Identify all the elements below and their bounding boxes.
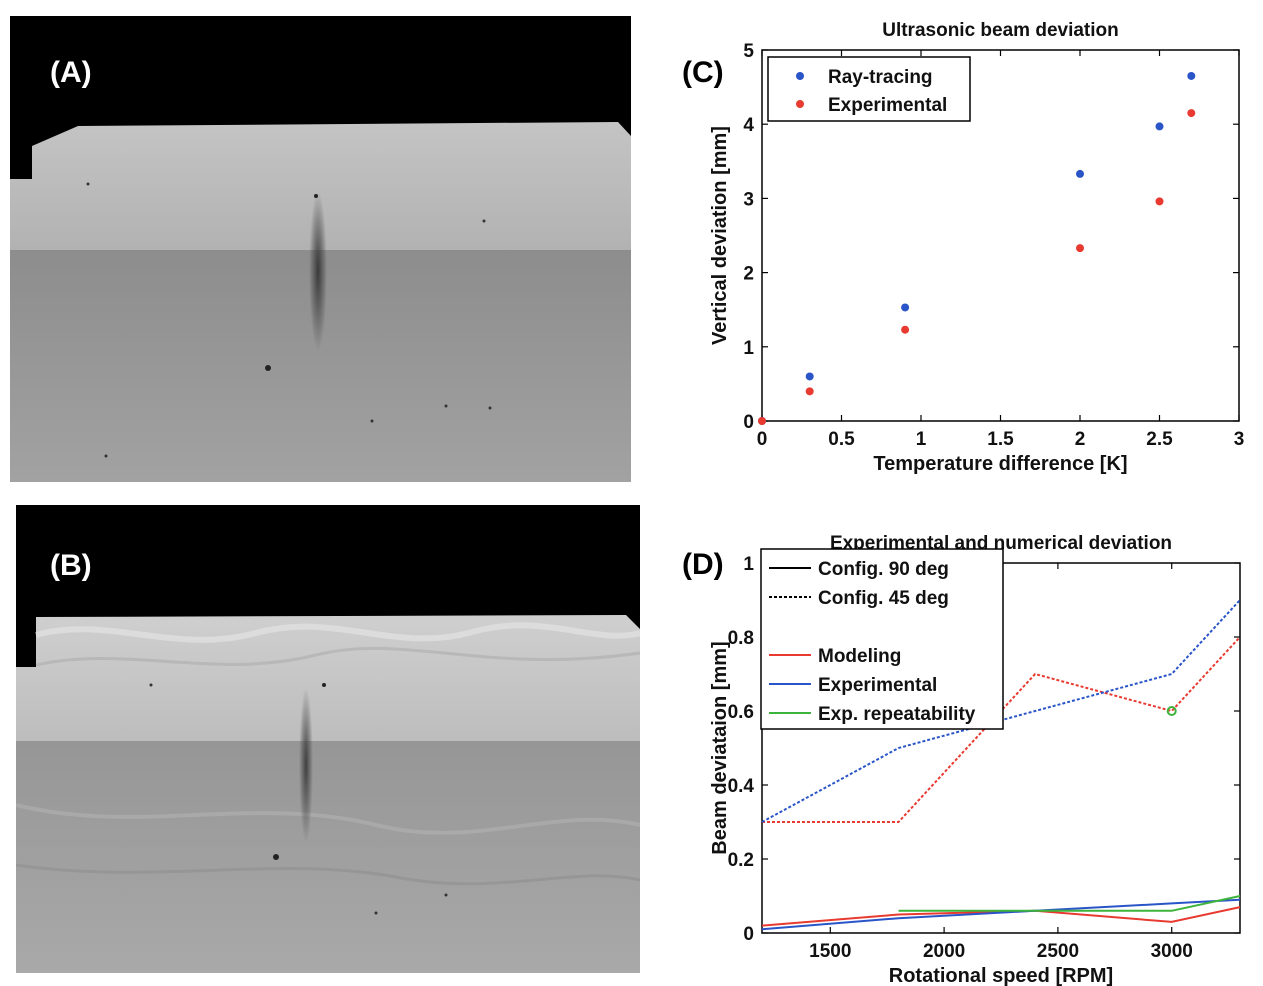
legend-label: Exp. repeatability xyxy=(818,704,976,725)
series-line-experimental-90-deg xyxy=(761,898,1241,931)
series-line-modeling-45-deg xyxy=(762,636,1241,823)
y-tick-label: 1 xyxy=(743,338,754,359)
series-line-exp-repeatability-90-deg xyxy=(898,895,1241,912)
data-point-experimental xyxy=(758,417,766,425)
x-tick-label: 2.5 xyxy=(1146,429,1173,450)
panel-d-label: (D) xyxy=(682,548,724,581)
legend-label: Experimental xyxy=(828,95,947,116)
series-line-experimental-45-deg xyxy=(761,599,1241,823)
y-tick-label: 0.6 xyxy=(728,702,754,723)
data-point-experimental xyxy=(901,325,910,334)
photo-b-image xyxy=(16,505,640,973)
y-tick-label: 4 xyxy=(743,115,754,136)
x-tick-label: 3 xyxy=(1234,429,1245,450)
legend-box xyxy=(767,56,971,122)
x-tick-label: 1 xyxy=(916,429,927,450)
legend-box xyxy=(760,548,1004,730)
data-point-ray-tracing xyxy=(805,372,814,381)
data-point-ray-tracing xyxy=(901,303,910,312)
photo-a-image xyxy=(10,16,631,482)
y-axis-label: Beam deviataion [mm] xyxy=(709,641,731,854)
legend-label: Experimental xyxy=(818,675,937,696)
y-tick-label: 2 xyxy=(743,264,754,285)
y-axis-label: Vertical deviation [mm] xyxy=(709,126,731,345)
x-tick-label: 2500 xyxy=(1037,941,1079,962)
legend-marker xyxy=(796,72,804,80)
panel-c-label: (C) xyxy=(682,56,724,89)
y-tick-label: 0 xyxy=(743,924,754,945)
legend-label: Ray-tracing xyxy=(828,67,933,88)
y-tick-label: 0.4 xyxy=(728,776,755,797)
legend-marker xyxy=(796,100,804,108)
legend-label: Modeling xyxy=(818,646,901,667)
photo-b: (B) xyxy=(16,505,640,973)
data-point-ray-tracing xyxy=(1076,169,1084,178)
x-tick-label: 2000 xyxy=(923,941,965,962)
y-tick-label: 3 xyxy=(743,189,754,210)
x-tick-label: 2 xyxy=(1075,429,1086,450)
y-tick-label: 0 xyxy=(743,412,754,433)
y-tick-label: 1 xyxy=(743,554,754,575)
legend-label: Config. 90 deg xyxy=(818,559,949,580)
data-point-ray-tracing xyxy=(1187,71,1196,80)
data-point-experimental xyxy=(1076,244,1084,253)
x-tick-label: 1500 xyxy=(809,941,851,962)
y-tick-label: 0.8 xyxy=(728,628,754,649)
x-axis-label: Temperature difference [K] xyxy=(873,453,1127,475)
x-tick-label: 0.5 xyxy=(828,429,855,450)
data-point-experimental xyxy=(1187,109,1196,118)
photo-a: (A) xyxy=(10,16,631,482)
x-tick-label: 3000 xyxy=(1151,941,1193,962)
x-tick-label: 1.5 xyxy=(987,429,1014,450)
y-tick-label: 5 xyxy=(743,41,754,62)
panel-b-label: (B) xyxy=(50,549,92,582)
panel-a-label: (A) xyxy=(50,56,92,89)
repeatability-marker xyxy=(1166,706,1177,716)
chart-title: Ultrasonic beam deviation xyxy=(882,20,1119,41)
x-tick-label: 0 xyxy=(757,429,768,450)
data-point-experimental xyxy=(1155,197,1164,206)
data-point-ray-tracing xyxy=(1155,122,1164,131)
data-point-experimental xyxy=(805,387,814,396)
x-axis-label: Rotational speed [RPM] xyxy=(889,965,1113,986)
legend-label: Config. 45 deg xyxy=(818,588,949,609)
y-tick-label: 0.2 xyxy=(728,850,754,871)
